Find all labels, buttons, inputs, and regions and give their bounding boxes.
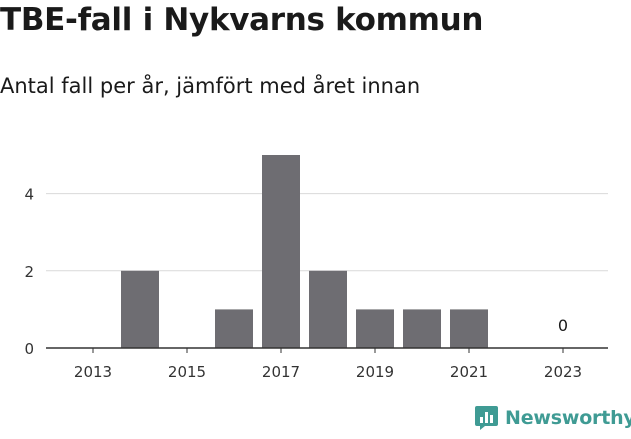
bar-2021 xyxy=(450,309,488,348)
data-label: 0 xyxy=(558,316,568,335)
x-tick-label: 2021 xyxy=(450,363,488,381)
chart-subtitle: Antal fall per år, jämfört med året inna… xyxy=(0,74,421,98)
bar-2017 xyxy=(262,155,300,348)
y-tick-label: 4 xyxy=(24,186,34,204)
bar-2018 xyxy=(309,270,347,348)
x-tick-label: 2023 xyxy=(544,363,582,381)
chart-title: TBE-fall i Nykvarns kommun xyxy=(0,2,484,38)
newsworthy-logo: Newsworthy xyxy=(475,406,631,430)
x-tick-label: 2013 xyxy=(74,363,112,381)
y-tick-label: 0 xyxy=(24,340,34,358)
x-tick-label: 2017 xyxy=(262,363,300,381)
brand-name: Newsworthy xyxy=(505,407,631,429)
bar-2019 xyxy=(356,309,394,348)
newsworthy-logo-icon xyxy=(475,406,498,430)
y-tick-label: 2 xyxy=(24,263,34,281)
bar-2014 xyxy=(121,270,159,348)
bar-2016 xyxy=(215,309,253,348)
x-tick-label: 2015 xyxy=(168,363,206,381)
bar-2020 xyxy=(403,309,441,348)
x-tick-label: 2019 xyxy=(356,363,394,381)
